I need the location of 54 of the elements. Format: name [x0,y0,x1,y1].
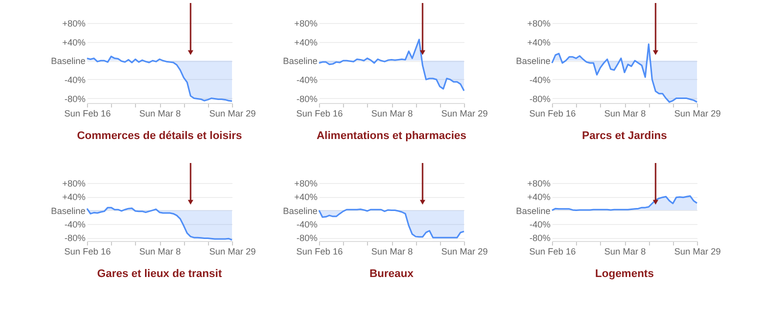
text: Parcs et Jardins [582,130,667,142]
x-tick-label: Sun Feb 16 [64,108,111,118]
y-tick-label: -80% [529,233,550,244]
y-tick-label: Baseline [516,206,550,216]
y-tick-label: +80% [62,18,86,28]
y-tick-label: +40% [527,37,550,48]
y-tick-label: +40% [62,37,86,48]
x-tick-label: Sun Mar 29 [674,246,721,256]
x-tick-label: Sun Mar 8 [139,108,181,118]
y-tick-label: +40% [294,192,318,202]
y-tick-label: -80% [64,94,86,104]
x-tick-label: Sun Mar 8 [371,246,413,256]
x-tick-label: Sun Mar 29 [674,108,721,118]
text: Alimentations et pharmacies [316,130,466,142]
y-tick-label: Baseline [282,206,318,216]
y-tick-label: +80% [294,178,318,188]
y-tick-label: -40% [529,74,550,85]
x-tick-label: Sun Feb 16 [296,108,343,118]
x-tick-label: Sun Feb 16 [529,246,576,256]
y-tick-label: +80% [294,18,318,28]
x-tick-label: Sun Mar 8 [371,108,413,118]
y-tick-label: +80% [62,178,86,188]
y-tick-label: -40% [296,74,318,85]
y-tick-label: -40% [64,74,86,85]
y-tick-label: Baseline [50,56,86,66]
y-tick-label: +40% [527,192,550,202]
y-tick-label: -80% [64,233,86,244]
text: Logements [595,268,654,280]
text: Commerces de détails et loisirs [76,130,242,142]
y-tick-label: -40% [64,219,86,230]
x-tick-label: Sun Mar 8 [604,246,646,256]
x-tick-label: Sun Mar 29 [441,108,488,118]
text: Bureaux [369,268,414,280]
y-tick-label: -80% [296,94,318,104]
x-tick-label: Sun Feb 16 [529,108,576,118]
y-tick-label: Baseline [50,206,86,216]
y-tick-label: +40% [294,37,318,48]
y-tick-label: +80% [527,18,550,28]
x-tick-label: Sun Feb 16 [296,246,343,256]
y-tick-label: -40% [296,219,318,230]
y-tick-label: Baseline [282,56,318,66]
x-tick-label: Sun Feb 16 [64,246,111,256]
y-tick-label: -40% [529,219,550,230]
text: Gares et lieux de transit [97,268,222,280]
x-tick-label: Sun Mar 8 [604,108,646,118]
y-tick-label: Baseline [516,56,550,66]
x-tick-label: Sun Mar 29 [209,108,256,118]
x-tick-label: Sun Mar 29 [209,246,256,256]
y-tick-label: +40% [62,192,86,202]
y-tick-label: -80% [529,94,550,104]
y-tick-label: +80% [527,178,550,188]
y-tick-label: -80% [296,233,318,244]
x-tick-label: Sun Mar 8 [139,246,181,256]
x-tick-label: Sun Mar 29 [441,246,488,256]
